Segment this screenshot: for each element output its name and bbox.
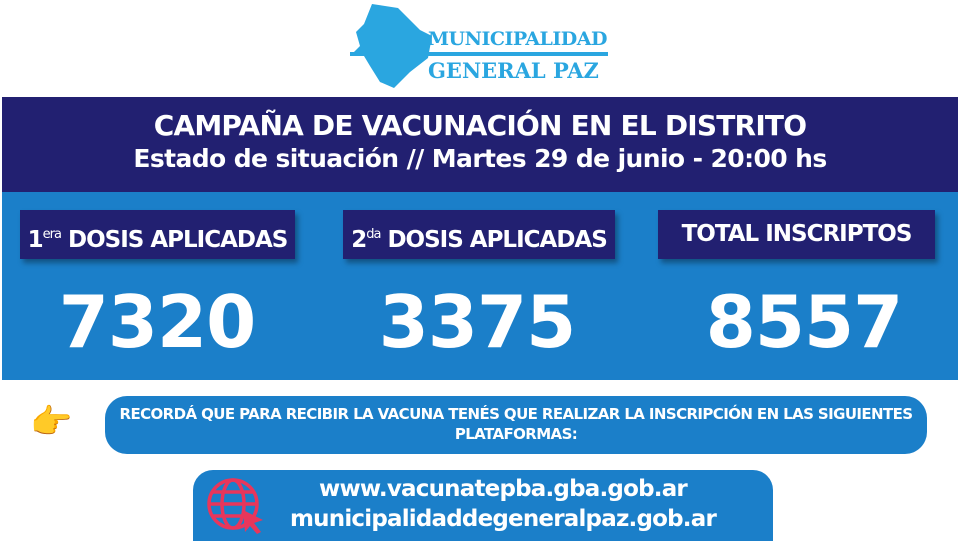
page-title: CAMPAÑA DE VACUNACIÓN EN EL DISTRITO [153,109,807,142]
stat-label-first-dose: 1era DOSIS APLICADAS [20,210,295,259]
stat-value-first-dose: 7320 [58,280,256,364]
municipality-logo: MUNICIPALIDAD GENERAL PAZ [350,2,620,90]
website-link-1[interactable]: www.vacunatepba.gba.gob.ar [319,476,688,502]
district-map-icon [352,4,432,88]
website-link-2[interactable]: municipalidaddegeneralpaz.gob.ar [290,506,717,532]
stat-sup: da [366,227,381,242]
stat-label-total: TOTAL INSCRIPTOS [658,210,935,259]
stat-label-text: TOTAL INSCRIPTOS [681,221,913,247]
stat-value-second-dose: 3375 [378,280,576,364]
stat-label-text: DOSIS APLICADAS [387,227,607,253]
stat-sup: era [42,227,62,242]
stats-panel: 1era DOSIS APLICADAS 2da DOSIS APLICADAS… [2,192,958,380]
header-band: CAMPAÑA DE VACUNACIÓN EN EL DISTRITO Est… [2,97,958,192]
pointing-hand-icon: 👉 [30,402,73,442]
stat-label-second-dose: 2da DOSIS APLICADAS [343,210,615,259]
logo-line1: MUNICIPALIDAD [428,28,607,50]
stat-prefix: 2 [351,227,367,253]
page-subtitle: Estado de situación // Martes 29 de juni… [133,144,827,173]
stat-value-total: 8557 [705,280,903,364]
stat-prefix: 1 [27,227,44,253]
globe-cursor-icon [207,478,263,534]
registration-note: RECORDÁ QUE PARA RECIBIR LA VACUNA TENÉS… [105,396,927,454]
websites-box: www.vacunatepba.gba.gob.ar municipalidad… [193,470,773,541]
stat-label-text: DOSIS APLICADAS [67,227,288,253]
logo-line2: GENERAL PAZ [428,58,599,83]
logo-rule [350,52,608,56]
